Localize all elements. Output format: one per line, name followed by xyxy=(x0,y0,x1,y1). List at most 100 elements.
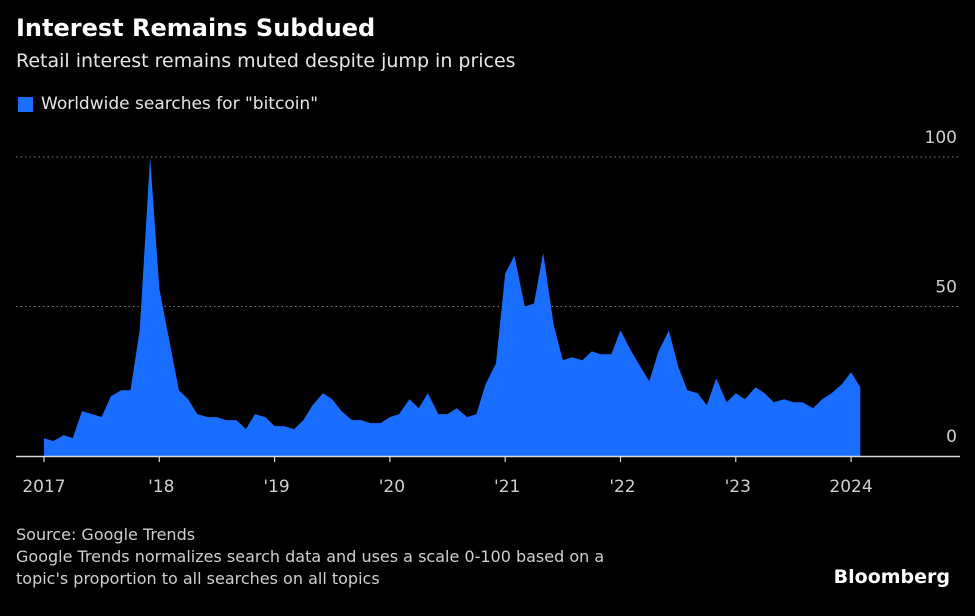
legend: Worldwide searches for "bitcoin" xyxy=(18,94,318,114)
data-point xyxy=(466,416,468,418)
data-point xyxy=(274,425,276,427)
data-point xyxy=(831,392,833,394)
data-point xyxy=(149,156,151,158)
data-point xyxy=(504,273,506,275)
x-tick-label: 2017 xyxy=(22,477,65,497)
data-point xyxy=(409,398,411,400)
data-point xyxy=(542,252,544,254)
data-point xyxy=(341,410,343,412)
data-point xyxy=(245,428,247,430)
x-tick-label: '22 xyxy=(609,477,635,497)
y-tick-label: 0 xyxy=(946,427,957,447)
data-point xyxy=(726,401,728,403)
chart-title: Interest Remains Subdued xyxy=(16,14,376,42)
data-point xyxy=(764,392,766,394)
data-point xyxy=(668,329,670,331)
data-point xyxy=(581,359,583,361)
data-point xyxy=(475,413,477,415)
methodology-note-line2: topic's proportion to all searches on al… xyxy=(16,569,380,588)
data-point xyxy=(850,371,852,373)
data-point xyxy=(225,419,227,421)
data-point xyxy=(254,413,256,415)
data-point xyxy=(120,389,122,391)
data-point xyxy=(495,362,497,364)
legend-swatch xyxy=(18,96,33,112)
data-point xyxy=(859,386,861,388)
data-point xyxy=(697,392,699,394)
data-point xyxy=(841,383,843,385)
data-point xyxy=(168,335,170,337)
data-point xyxy=(658,350,660,352)
data-point xyxy=(447,413,449,415)
data-point xyxy=(351,419,353,421)
data-point xyxy=(456,407,458,409)
data-point xyxy=(380,422,382,424)
data-point xyxy=(207,416,209,418)
data-point xyxy=(437,413,439,415)
data-point xyxy=(43,437,45,439)
data-point xyxy=(591,350,593,352)
data-point xyxy=(331,398,333,400)
data-point xyxy=(130,389,132,391)
data-point xyxy=(715,377,717,379)
data-point xyxy=(533,303,535,305)
data-point xyxy=(553,323,555,325)
source-note: Source: Google Trends xyxy=(16,525,196,544)
bloomberg-logo: Bloomberg xyxy=(833,566,950,588)
data-point xyxy=(571,356,573,358)
data-point xyxy=(216,416,218,418)
data-point xyxy=(139,329,141,331)
data-point xyxy=(302,419,304,421)
data-point xyxy=(629,347,631,349)
methodology-note-line1: Google Trends normalizes search data and… xyxy=(16,547,605,566)
data-point xyxy=(744,398,746,400)
data-point xyxy=(187,398,189,400)
data-point xyxy=(812,407,814,409)
data-point xyxy=(178,389,180,391)
x-tick-label: '18 xyxy=(148,477,174,497)
data-point xyxy=(600,353,602,355)
data-point xyxy=(360,419,362,421)
data-point xyxy=(610,353,612,355)
data-point xyxy=(783,398,785,400)
data-point xyxy=(264,416,266,418)
data-point xyxy=(620,329,622,331)
data-point xyxy=(524,306,526,308)
data-point xyxy=(110,395,112,397)
data-point xyxy=(427,392,429,394)
data-point xyxy=(735,392,737,394)
data-point xyxy=(389,416,391,418)
data-point xyxy=(196,413,198,415)
chart-subtitle: Retail interest remains muted despite ju… xyxy=(16,50,516,72)
x-tick-label: '19 xyxy=(263,477,289,497)
x-tick-label: '23 xyxy=(725,477,751,497)
data-point xyxy=(686,389,688,391)
y-tick-label: 100 xyxy=(925,128,957,148)
data-point xyxy=(821,398,823,400)
data-point xyxy=(322,392,324,394)
series-area xyxy=(44,157,861,456)
data-point xyxy=(81,410,83,412)
data-point xyxy=(802,401,804,403)
data-point xyxy=(639,365,641,367)
data-point xyxy=(398,413,400,415)
y-tick-label: 50 xyxy=(935,278,957,298)
data-point xyxy=(283,425,285,427)
data-point xyxy=(562,359,564,361)
x-tick-label: '20 xyxy=(379,477,405,497)
data-point xyxy=(158,288,160,290)
footer: Source: Google Trends Google Trends norm… xyxy=(16,524,604,590)
data-point xyxy=(72,437,74,439)
data-point xyxy=(648,380,650,382)
data-point xyxy=(63,434,65,436)
data-point xyxy=(236,419,238,421)
data-point xyxy=(101,416,103,418)
data-point xyxy=(293,428,295,430)
legend-label: Worldwide searches for "bitcoin" xyxy=(41,94,319,114)
x-tick-label: 2024 xyxy=(829,477,872,497)
data-point xyxy=(754,386,756,388)
data-point xyxy=(312,404,314,406)
data-point xyxy=(792,401,794,403)
data-point xyxy=(706,404,708,406)
